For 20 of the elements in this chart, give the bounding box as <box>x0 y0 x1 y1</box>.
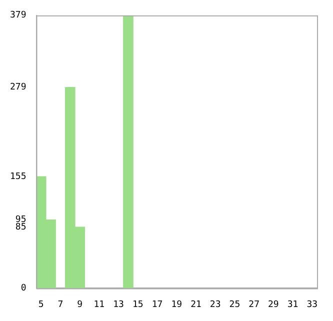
x-tick-label: 15 <box>132 300 144 310</box>
x-tick-label: 7 <box>58 300 64 310</box>
x-tick-label: 25 <box>229 300 240 310</box>
x-tick-label: 33 <box>306 300 318 310</box>
x-tick-label: 5 <box>38 300 44 310</box>
x-tick-label: 11 <box>94 300 105 310</box>
x-tick-label: 19 <box>171 300 182 310</box>
bar <box>123 15 134 288</box>
x-tick-label: 27 <box>248 300 260 310</box>
y-tick-label: 0 <box>20 284 26 294</box>
x-tick-label: 13 <box>113 300 124 310</box>
x-tick-label: 31 <box>287 300 298 310</box>
x-tick-label: 21 <box>190 300 202 310</box>
x-tick-label: 29 <box>268 300 279 310</box>
x-tick-label: 17 <box>152 300 163 310</box>
y-tick-label: 155 <box>10 172 26 182</box>
x-tick-label: 23 <box>210 300 221 310</box>
x-tick-label: 9 <box>77 300 83 310</box>
y-tick-label: 279 <box>10 82 26 93</box>
y-tick-label: 379 <box>10 10 26 21</box>
